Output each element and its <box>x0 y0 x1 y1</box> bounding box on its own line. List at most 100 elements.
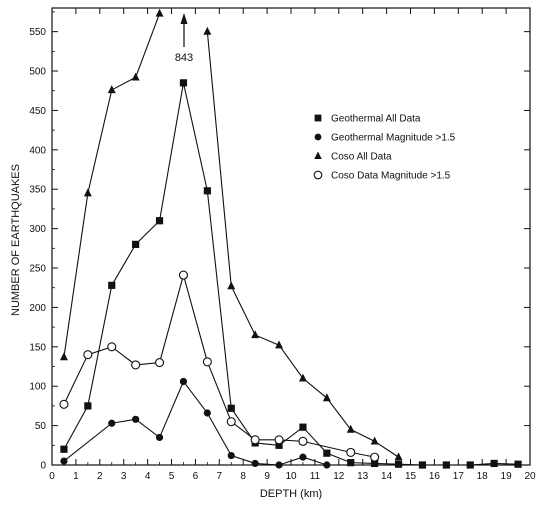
data-point-square <box>60 445 68 453</box>
data-point-circle <box>251 459 259 468</box>
data-point-triangle <box>83 188 92 197</box>
data-point-open-circle <box>346 447 356 457</box>
annotation-label: 843 <box>175 52 193 64</box>
data-point-triangle <box>346 424 355 433</box>
data-point-triangle <box>203 26 212 35</box>
y-axis-title: NUMBER OF EARTHQUAKES <box>10 164 22 316</box>
x-tick-label: 17 <box>453 471 465 482</box>
legend-label: Coso Data Magnitude >1.5 <box>331 171 451 182</box>
data-point-square <box>490 459 498 468</box>
data-point-triangle <box>251 330 260 339</box>
data-point-square <box>347 459 355 467</box>
data-point-circle <box>275 461 283 469</box>
data-point-circle <box>299 453 307 461</box>
y-tick-label: 450 <box>29 106 46 117</box>
x-tick-label: 13 <box>357 471 369 482</box>
series-line <box>206 31 399 458</box>
x-tick-label: 9 <box>264 471 270 482</box>
data-point-circle <box>60 457 68 465</box>
x-tick-label: 12 <box>333 471 345 482</box>
data-point-open-circle <box>202 357 212 367</box>
legend-marker-square <box>314 114 322 122</box>
series-line <box>63 13 161 358</box>
series-line <box>63 380 328 466</box>
x-tick-label: 15 <box>405 471 417 482</box>
data-point-open-circle <box>226 417 236 427</box>
data-point-square <box>442 461 450 469</box>
data-point-square <box>179 79 188 87</box>
legend-marker-triangle <box>314 151 322 159</box>
annotation-layer: 843 <box>175 13 193 64</box>
x-tick-label: 4 <box>145 471 151 482</box>
data-point-square <box>418 461 427 469</box>
data-point-triangle <box>155 8 164 17</box>
data-point-triangle <box>275 340 284 349</box>
data-point-triangle <box>370 436 379 445</box>
legend-label: Geothermal All Data <box>331 114 421 125</box>
data-point-square <box>132 240 140 248</box>
x-tick-label: 0 <box>49 471 55 482</box>
y-tick-label: 550 <box>29 27 46 38</box>
series-circle <box>60 377 331 469</box>
legend-label: Coso All Data <box>331 152 392 163</box>
data-point-square <box>514 460 522 468</box>
data-point-open-circle <box>83 350 93 360</box>
x-tick-label: 20 <box>524 471 536 482</box>
x-tick-label: 8 <box>240 471 246 482</box>
y-tick-label: 350 <box>29 185 46 196</box>
series-triangle <box>59 8 403 461</box>
plot-frame <box>51 7 531 466</box>
data-point-square <box>323 449 331 457</box>
x-tick-label: 1 <box>73 471 79 482</box>
data-point-open-circle <box>59 399 69 409</box>
data-point-open-circle <box>131 360 141 370</box>
series-open-circle <box>59 270 380 462</box>
data-point-circle <box>132 415 140 423</box>
data-point-triangle <box>394 452 403 461</box>
x-tick-label: 7 <box>217 471 223 482</box>
data-point-open-circle <box>274 435 284 445</box>
data-point-circle <box>155 433 164 442</box>
x-tick-label: 14 <box>381 471 393 482</box>
annotation-arrow-head <box>180 13 188 24</box>
data-point-circle <box>179 377 188 386</box>
x-tick-label: 19 <box>501 471 513 482</box>
data-point-open-circle <box>298 436 308 446</box>
x-axis-title: DEPTH (km) <box>260 488 322 500</box>
x-tick-label: 10 <box>285 471 297 482</box>
x-tick-label: 6 <box>193 471 199 482</box>
data-point-square <box>394 460 403 468</box>
y-tick-label: 150 <box>29 342 46 353</box>
legend-marker-circle <box>314 133 322 141</box>
y-tick-label: 0 <box>40 461 46 472</box>
data-point-square <box>108 281 116 289</box>
data-point-triangle <box>107 85 116 94</box>
data-point-triangle <box>298 373 307 382</box>
data-point-square <box>203 187 211 195</box>
data-point-open-circle <box>107 342 117 352</box>
y-tick-label: 100 <box>29 382 46 393</box>
data-point-square <box>299 423 307 431</box>
x-tick-label: 5 <box>169 471 175 482</box>
x-tick-label: 18 <box>477 471 489 482</box>
data-point-open-circle <box>370 452 380 462</box>
legend-marker-open-circle <box>313 170 323 180</box>
data-point-square <box>227 404 235 412</box>
data-point-open-circle <box>250 435 260 445</box>
data-point-square <box>84 402 92 410</box>
y-tick-label: 500 <box>29 67 46 78</box>
y-tick-label: 400 <box>29 145 46 156</box>
data-point-square <box>275 441 283 449</box>
series-square <box>60 79 522 469</box>
data-point-open-circle <box>155 358 165 368</box>
series-layer <box>59 8 522 469</box>
x-tick-label: 2 <box>97 471 103 482</box>
x-tick-label: 16 <box>429 471 441 482</box>
axes: 0 1 2 3 4 5 6 7 8 9 10 11 12 13 14 15 16 17 18 19 2005010015… <box>29 7 536 482</box>
y-tick-label: 200 <box>29 303 46 314</box>
data-point-open-circle <box>178 270 188 280</box>
data-point-circle <box>227 451 235 460</box>
legend: Geothermal All Data Geothermal Magnitude … <box>313 114 456 182</box>
data-point-square <box>466 461 474 469</box>
